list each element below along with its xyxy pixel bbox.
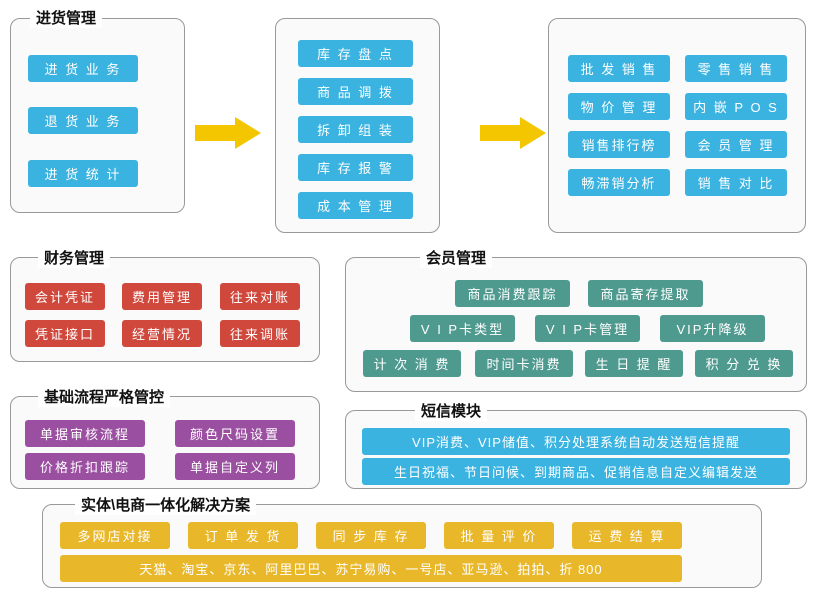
panel-title: 会员管理 (420, 247, 492, 268)
module-chip: V I P卡管理 (535, 315, 640, 342)
module-chip: 会 员 管 理 (685, 131, 787, 158)
module-chip: 零 售 销 售 (685, 55, 787, 82)
arrow-icon (480, 115, 550, 151)
panel-title: 财务管理 (38, 247, 110, 268)
module-chip: 批 量 评 价 (444, 522, 554, 549)
module-chip: 积 分 兑 换 (695, 350, 793, 377)
module-chip: 销 售 对 比 (685, 169, 787, 196)
module-chip: 进 货 业 务 (28, 55, 138, 82)
panel-title: 实体\电商一体化解决方案 (75, 494, 256, 515)
module-chip: 商 品 调 拨 (298, 78, 413, 105)
module-chip: 销售排行榜 (568, 131, 670, 158)
module-chip: 拆 卸 组 装 (298, 116, 413, 143)
module-chip: 商品寄存提取 (588, 280, 703, 307)
module-chip: 生日祝福、节日问候、到期商品、促销信息自定义编辑发送 (362, 458, 790, 485)
module-chip: 进 货 统 计 (28, 160, 138, 187)
module-chip: 多网店对接 (60, 522, 170, 549)
module-chip: 运 费 结 算 (572, 522, 682, 549)
module-chip: 物 价 管 理 (568, 93, 670, 120)
module-chip: 费用管理 (122, 283, 202, 310)
module-chip: V I P卡类型 (410, 315, 515, 342)
module-chip: 生 日 提 醒 (585, 350, 683, 377)
module-chip: 成 本 管 理 (298, 192, 413, 219)
module-chip: 颜色尺码设置 (175, 420, 295, 447)
module-chip: 订 单 发 货 (188, 522, 298, 549)
module-chip: 库 存 盘 点 (298, 40, 413, 67)
module-chip: 往来调账 (220, 320, 300, 347)
module-chip: 畅滞销分析 (568, 169, 670, 196)
module-chip: VIP升降级 (660, 315, 765, 342)
panel-title: 进货管理 (30, 7, 102, 28)
module-chip: 天猫、淘宝、京东、阿里巴巴、苏宁易购、一号店、亚马逊、拍拍、折 800 (60, 555, 682, 582)
module-chip: VIP消费、VIP储值、积分处理系统自动发送短信提醒 (362, 428, 790, 455)
module-chip: 商品消费跟踪 (455, 280, 570, 307)
panel-title: 基础流程严格管控 (38, 386, 170, 407)
arrow-icon (195, 115, 265, 151)
module-chip: 往来对账 (220, 283, 300, 310)
panel-title: 短信模块 (415, 400, 487, 421)
module-chip: 单据自定义列 (175, 453, 295, 480)
module-chip: 批 发 销 售 (568, 55, 670, 82)
module-chip: 凭证接口 (25, 320, 105, 347)
module-chip: 时间卡消费 (475, 350, 573, 377)
module-chip: 单据审核流程 (25, 420, 145, 447)
module-chip: 经营情况 (122, 320, 202, 347)
module-chip: 价格折扣跟踪 (25, 453, 145, 480)
module-chip: 内 嵌 P O S (685, 93, 787, 120)
panel-box (548, 18, 806, 233)
module-chip: 同 步 库 存 (316, 522, 426, 549)
module-chip: 会计凭证 (25, 283, 105, 310)
module-chip: 退 货 业 务 (28, 107, 138, 134)
module-chip: 库 存 报 警 (298, 154, 413, 181)
module-chip: 计 次 消 费 (363, 350, 461, 377)
